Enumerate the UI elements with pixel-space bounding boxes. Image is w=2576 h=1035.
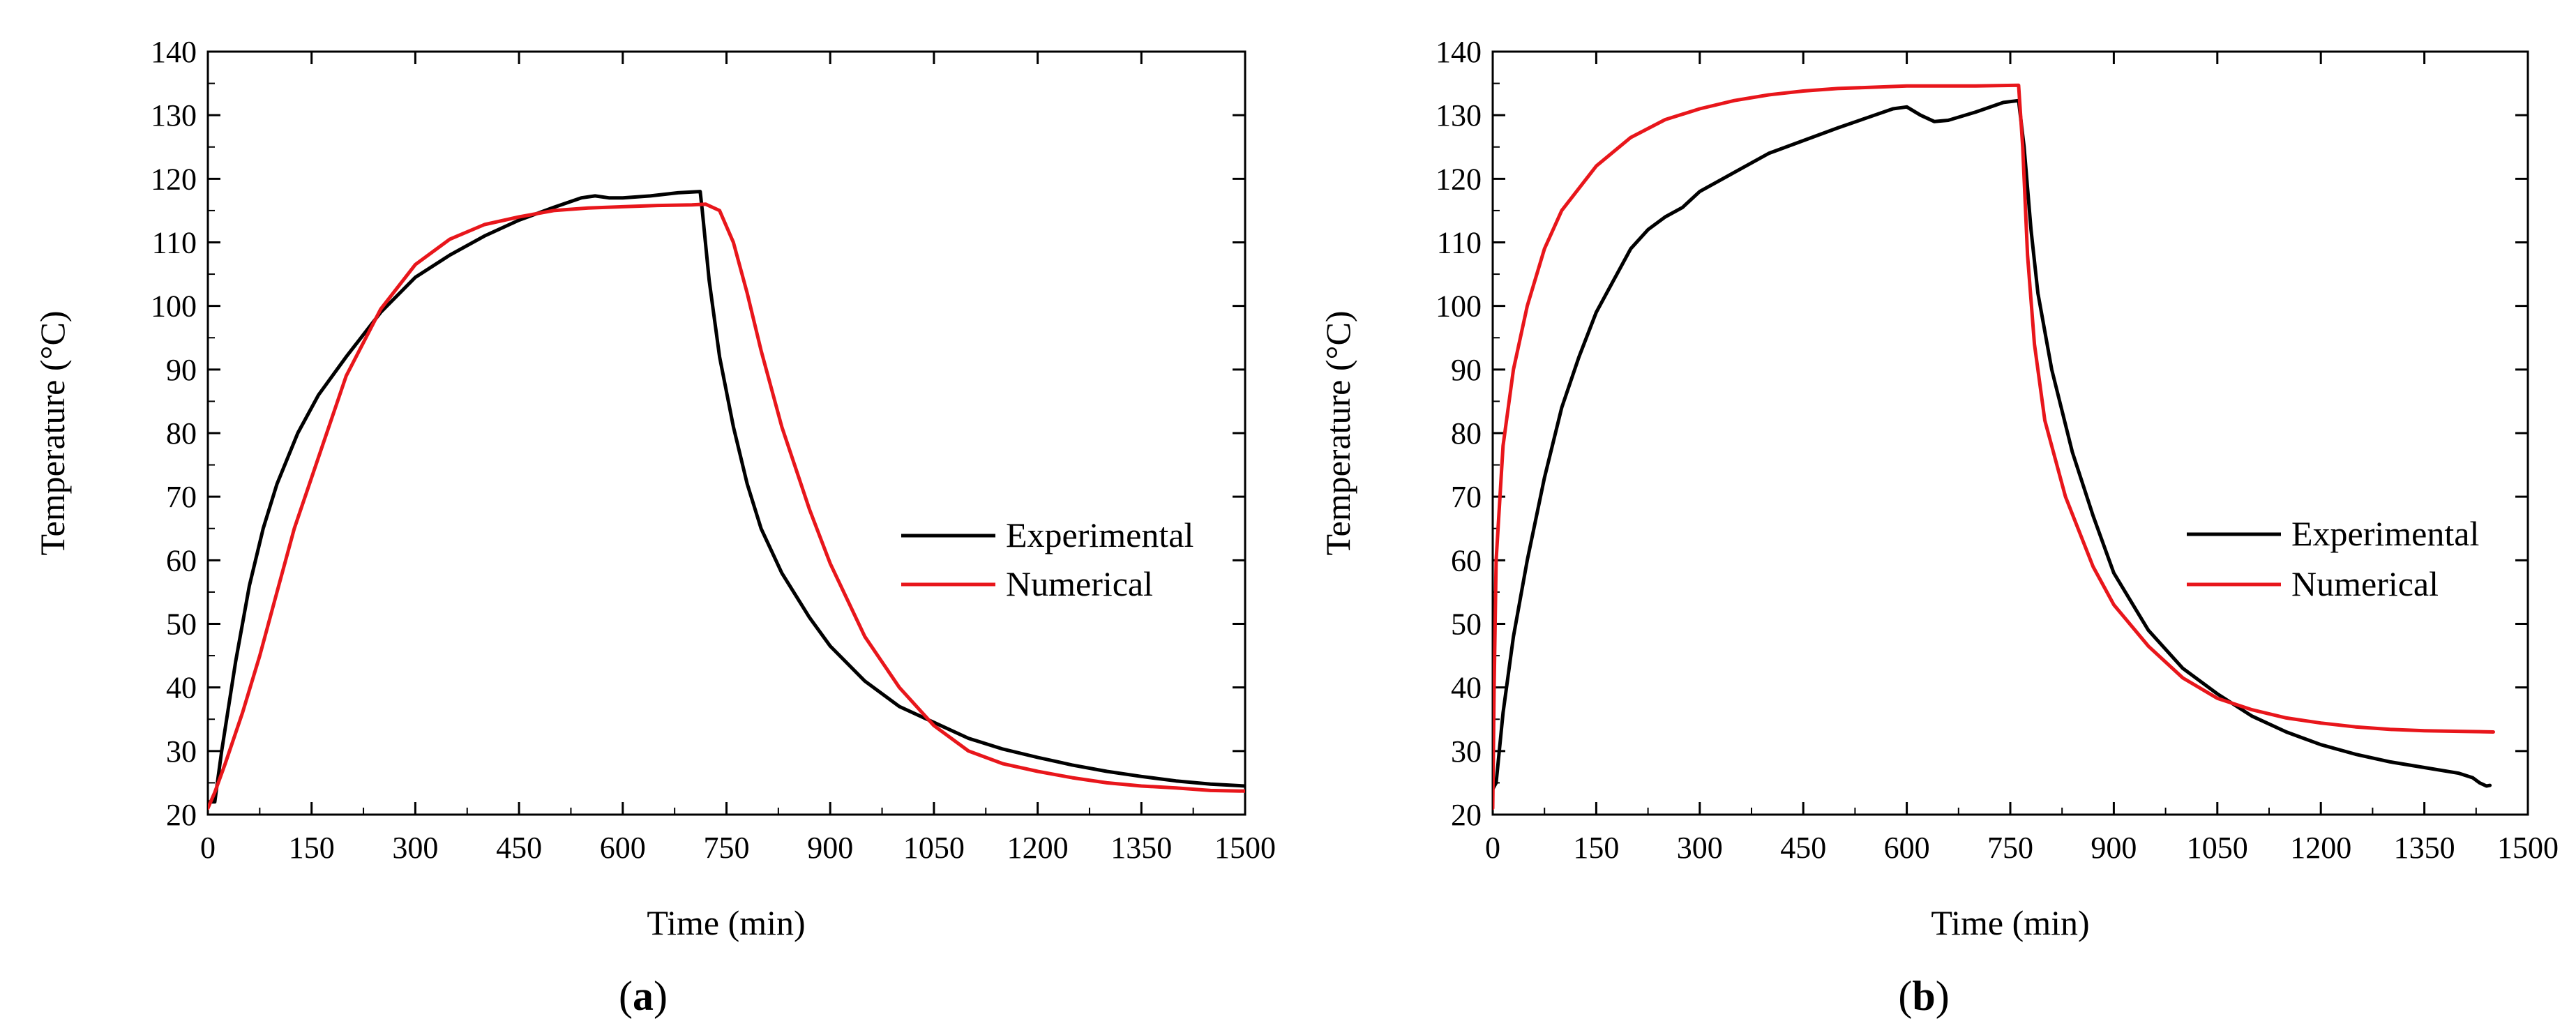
legend-b-experimental-label: Experimental: [2291, 514, 2479, 553]
y-axis-title-a: Temperature (°C): [33, 310, 72, 555]
x-tick-label: 450: [1780, 831, 1826, 865]
y-tick-label: 130: [151, 98, 197, 133]
x-tick-label: 600: [600, 831, 646, 865]
x-tick-label: 1350: [1110, 831, 1172, 865]
x-ticks-b: 0 150 300 450 600 750 900 1050 1200 1350 1500: [1485, 52, 2559, 865]
series-b: [1493, 83, 2495, 810]
y-tick-label: 130: [1436, 98, 1482, 133]
x-tick-label: 0: [200, 831, 216, 865]
series-line-experimental: [1493, 98, 2492, 791]
legend-a-experimental-label: Experimental: [1006, 515, 1193, 554]
y-tick-label: 40: [166, 671, 197, 705]
y-tick-label: 30: [166, 734, 197, 769]
y-tick-label: 60: [166, 543, 197, 577]
y-tick-label: 140: [1436, 35, 1482, 69]
y-tick-label: 80: [166, 416, 197, 451]
y-ticks-a: 20 30 40 50 60 70 80 90 100 110 120 130 140: [151, 35, 1245, 832]
panel-a: 20 30 40 50 60 70 80 90 100 110 120 130 140 0 150 300 4…: [33, 35, 1276, 1019]
x-ticks-a: 0 150 300 450 600 750 900 1050 1200 1350 1500: [200, 52, 1276, 865]
x-tick-label: 300: [1677, 831, 1723, 865]
y-tick-label: 100: [151, 289, 197, 324]
x-tick-label: 1050: [903, 831, 965, 865]
y-tick-label: 70: [1451, 480, 1482, 514]
y-tick-label: 80: [1451, 416, 1482, 451]
x-tick-label: 0: [1485, 831, 1500, 865]
x-tick-label: 300: [392, 831, 438, 865]
y-tick-label: 70: [166, 480, 197, 514]
x-axis-title-b: Time (min): [1931, 903, 2089, 942]
panel-b: 20 30 40 50 60 70 80 90 100 110 120 130 140 0 150 300 4…: [1318, 35, 2559, 1019]
y-axis-title-b: Temperature (°C): [1318, 310, 1357, 555]
y-tick-label: 90: [166, 353, 197, 387]
x-tick-label: 750: [1987, 831, 2033, 865]
y-tick-label: 20: [1451, 798, 1482, 832]
y-tick-label: 120: [1436, 162, 1482, 196]
x-tick-label: 1500: [2497, 831, 2559, 865]
x-tick-label: 150: [1573, 831, 1619, 865]
y-tick-label: 50: [1451, 607, 1482, 642]
series-a: [208, 190, 1245, 810]
legend-b-numerical-label: Numerical: [2291, 564, 2439, 603]
y-tick-label: 60: [1451, 543, 1482, 577]
x-tick-label: 1050: [2187, 831, 2248, 865]
y-tick-label: 140: [151, 35, 197, 69]
series-line-experimental: [208, 190, 1245, 804]
y-tick-label: 120: [151, 162, 197, 196]
plot-frame-a: [206, 50, 1246, 816]
y-tick-label: 40: [1451, 671, 1482, 705]
plot-frame-b: [1491, 50, 2529, 816]
y-tick-label: 100: [1436, 289, 1482, 324]
series-line-numerical: [208, 202, 1245, 810]
y-tick-label: 30: [1451, 734, 1482, 769]
x-tick-label: 1200: [1007, 831, 1069, 865]
x-tick-label: 900: [2091, 831, 2137, 865]
x-tick-label: 750: [704, 831, 750, 865]
y-tick-label: 90: [1451, 353, 1482, 387]
x-tick-label: 1500: [1214, 831, 1276, 865]
y-ticks-b: 20 30 40 50 60 70 80 90 100 110 120 130 140: [1436, 35, 2528, 832]
x-tick-label: 150: [289, 831, 335, 865]
y-tick-label: 110: [1437, 226, 1482, 260]
y-tick-label: 50: [166, 607, 197, 642]
x-tick-label: 1350: [2394, 831, 2455, 865]
series-line-numerical: [1493, 83, 2495, 810]
legend-a-numerical-label: Numerical: [1006, 564, 1153, 603]
x-tick-label: 600: [1884, 831, 1930, 865]
x-tick-label: 450: [496, 831, 542, 865]
x-tick-label: 900: [807, 831, 853, 865]
x-axis-title-a: Time (min): [647, 903, 805, 942]
x-tick-label: 1200: [2290, 831, 2351, 865]
panel-label-b: (b): [1898, 973, 1949, 1019]
y-tick-label: 110: [152, 226, 197, 260]
panel-label-a: (a): [619, 973, 668, 1019]
y-tick-label: 20: [166, 798, 197, 832]
